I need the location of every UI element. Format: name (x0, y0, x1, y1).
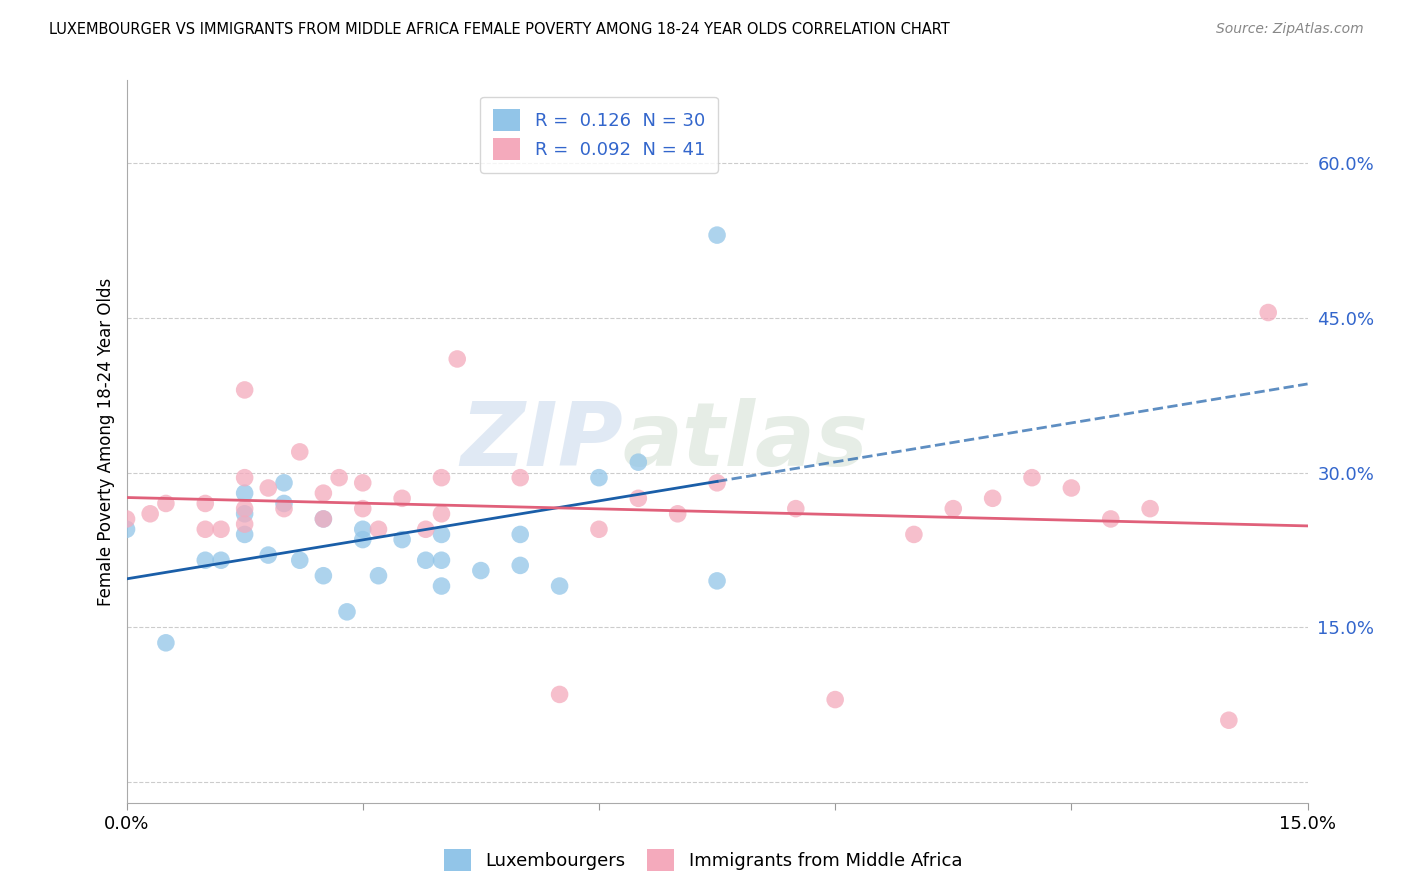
Point (509, 527, 531, 541)
Point (430, 471, 453, 485)
Point (588, 522, 610, 536)
Point (233, 517, 256, 532)
Point (367, 522, 389, 536)
Point (430, 527, 453, 541)
Point (430, 553, 453, 567)
Point (627, 491, 650, 506)
Point (352, 533, 374, 547)
Point (288, 445, 311, 459)
Point (391, 491, 413, 506)
Point (312, 486, 335, 500)
Point (312, 568, 335, 582)
Point (706, 574, 728, 588)
Point (288, 553, 311, 567)
Point (415, 522, 437, 536)
Point (1218, 713, 1240, 727)
Point (233, 527, 256, 541)
Point (367, 568, 389, 582)
Point (627, 455, 650, 469)
Point (336, 605, 359, 619)
Point (273, 475, 295, 490)
Point (312, 512, 335, 526)
Point (509, 471, 531, 485)
Point (415, 553, 437, 567)
Point (470, 564, 492, 578)
Point (548, 687, 571, 701)
Point (194, 496, 217, 510)
Point (391, 533, 413, 547)
Legend: R =  0.126  N = 30, R =  0.092  N = 41: R = 0.126 N = 30, R = 0.092 N = 41 (481, 96, 717, 173)
Point (548, 579, 571, 593)
Point (115, 512, 138, 526)
Point (942, 501, 965, 516)
Point (194, 553, 217, 567)
Point (509, 558, 531, 573)
Text: atlas: atlas (623, 398, 869, 485)
Point (312, 512, 335, 526)
Point (446, 351, 468, 366)
Text: Source: ZipAtlas.com: Source: ZipAtlas.com (1216, 22, 1364, 37)
Point (115, 522, 138, 536)
Point (233, 383, 256, 397)
Point (257, 481, 280, 495)
Point (903, 527, 925, 541)
Point (194, 522, 217, 536)
Point (1021, 471, 1043, 485)
Point (666, 507, 689, 521)
Point (233, 471, 256, 485)
Point (588, 471, 610, 485)
Point (430, 507, 453, 521)
Point (233, 486, 256, 500)
Point (155, 636, 177, 650)
Point (352, 522, 374, 536)
Point (1257, 305, 1279, 319)
Point (209, 522, 232, 536)
Y-axis label: Female Poverty Among 18-24 Year Olds: Female Poverty Among 18-24 Year Olds (97, 277, 115, 606)
Point (785, 501, 807, 516)
Point (273, 496, 295, 510)
Point (155, 496, 177, 510)
Point (1060, 481, 1083, 495)
Text: ZIP: ZIP (460, 398, 623, 485)
Legend: Luxembourgers, Immigrants from Middle Africa: Luxembourgers, Immigrants from Middle Af… (437, 842, 969, 879)
Point (706, 475, 728, 490)
Point (139, 507, 162, 521)
Point (233, 507, 256, 521)
Point (233, 501, 256, 516)
Point (209, 553, 232, 567)
Point (328, 471, 350, 485)
Point (257, 548, 280, 562)
Point (706, 228, 728, 243)
Point (981, 491, 1004, 506)
Point (824, 692, 846, 706)
Point (430, 579, 453, 593)
Text: LUXEMBOURGER VS IMMIGRANTS FROM MIDDLE AFRICA FEMALE POVERTY AMONG 18-24 YEAR OL: LUXEMBOURGER VS IMMIGRANTS FROM MIDDLE A… (49, 22, 950, 37)
Point (352, 501, 374, 516)
Point (1099, 512, 1122, 526)
Point (352, 475, 374, 490)
Point (1139, 501, 1161, 516)
Point (273, 501, 295, 516)
